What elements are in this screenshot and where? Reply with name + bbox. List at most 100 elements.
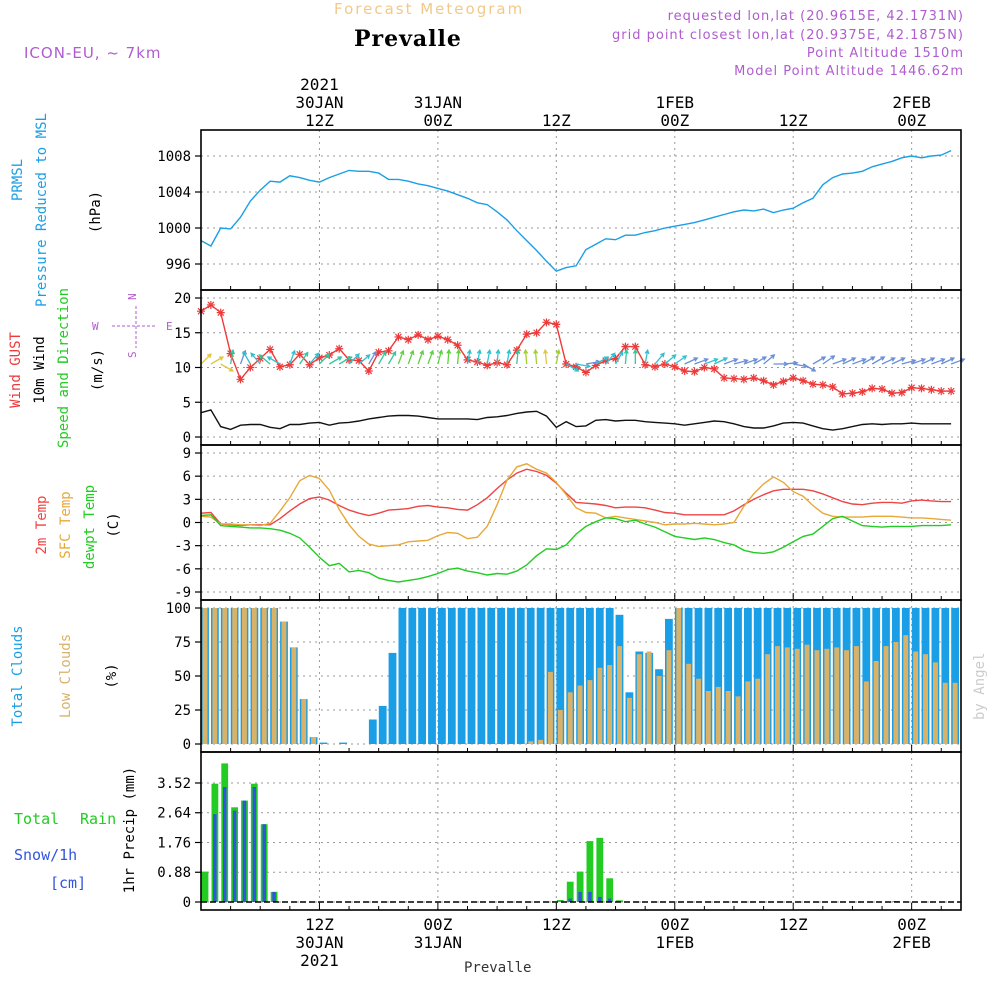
top-axis-label: 12Z (305, 111, 334, 130)
wind-arrow (644, 348, 650, 365)
y-tick-label: 0.88 (157, 865, 191, 881)
model-altitude: Model Point Altitude 1446.62m (734, 64, 964, 79)
y-tick-label: 1004 (157, 185, 191, 201)
wind-panel: 0 5 10 15 20 (174, 289, 966, 446)
snow-unit-label: [cm] (50, 874, 86, 892)
gust-marker (710, 364, 719, 373)
total-cloud-bar (951, 608, 959, 744)
low-cloud-bar (646, 651, 652, 744)
low-cloud-bar (301, 699, 307, 744)
total-cloud-bar (467, 608, 476, 744)
gust-marker (818, 380, 827, 389)
low-cloud-bar (735, 696, 741, 744)
series-line (200, 468, 952, 527)
wind-arrow (743, 357, 759, 365)
compass-w: W (92, 320, 99, 333)
gust-marker (651, 362, 660, 371)
y-tick-label: 1008 (157, 149, 191, 165)
gust-marker (483, 361, 492, 370)
low-cloud-bar (854, 646, 859, 744)
low-cloud-bar (528, 741, 534, 744)
y-tick-label: 996 (166, 257, 191, 273)
series-line (200, 149, 952, 273)
low-cloud-bar (607, 665, 613, 744)
top-axis-label: 2021 (300, 75, 339, 94)
requested-coords: requested lon,lat (20.9615E, 42.1731N) (667, 9, 964, 24)
low-cloud-bar (548, 671, 553, 744)
total-cloud-bar (724, 608, 732, 744)
gust-marker (236, 375, 245, 384)
gust-marker (917, 384, 926, 393)
top-axis-label: 31JAN (414, 93, 462, 112)
gust-marker (729, 374, 738, 383)
wind-arrow (437, 349, 444, 365)
wind-arrow (407, 349, 415, 365)
gust-marker (878, 385, 887, 394)
low-cloud-bar (725, 691, 731, 744)
total-cloud-bar (586, 608, 594, 744)
gust-marker (779, 377, 788, 386)
precip-frame (200, 751, 962, 911)
low-cloud-bar (627, 697, 632, 744)
gust-marker (572, 362, 581, 371)
temp-2m-label: 2m Temp (34, 495, 50, 554)
rain-bar (596, 837, 604, 902)
low-cloud-bar (281, 621, 287, 744)
wind-arrow (466, 348, 472, 365)
wind-arrow (614, 350, 624, 365)
total-cloud-bar (536, 608, 545, 744)
gust-marker (601, 356, 610, 365)
gust-marker (611, 354, 620, 363)
total-cloud-bar (576, 608, 584, 744)
wind-arrow (378, 350, 387, 365)
gust-marker (512, 346, 521, 355)
wind-arrow (427, 349, 435, 365)
gust-marker (404, 335, 413, 344)
gust-marker (887, 389, 896, 398)
snow-label: Snow/1h (14, 846, 77, 864)
top-axis-label: 12Z (542, 111, 571, 130)
low-cloud-bar (538, 739, 543, 744)
rain-bar (576, 871, 584, 902)
y-tick-label: 1000 (157, 221, 191, 237)
wind-arrow (891, 357, 906, 365)
wind-arrow (368, 350, 377, 365)
rain-bar (586, 841, 594, 902)
total-cloud-bar (516, 608, 525, 744)
gust-marker (502, 360, 511, 369)
bottom-axis-label: 00Z (897, 915, 926, 934)
compass-n: N (126, 293, 139, 300)
wind-arrow (664, 354, 677, 365)
gust-marker (927, 385, 936, 394)
wind-arrow (623, 348, 629, 365)
gust-marker (394, 332, 403, 341)
wind-unit-label: (m/s) (90, 349, 106, 391)
gust-marker (739, 375, 748, 384)
wind-arrow (387, 350, 397, 365)
total-cloud-bar (457, 608, 466, 744)
bottom-axis-label: 12Z (305, 915, 334, 934)
rain-bar (556, 900, 564, 902)
top-axis-label: 00Z (660, 111, 689, 130)
low-cloud-bar (834, 647, 840, 744)
bottom-axis-label: 2021 (300, 951, 339, 970)
gust-marker (789, 373, 798, 382)
wind-arrow (565, 363, 580, 372)
gust-marker (414, 330, 423, 339)
gust-marker (206, 300, 215, 309)
gust-marker (443, 335, 452, 344)
gust-marker (631, 342, 640, 351)
wind-arrow (506, 348, 512, 365)
gust-marker (246, 363, 255, 372)
snow-bar (232, 810, 237, 902)
pressure-panel: 996 1000 1004 1008 (157, 129, 962, 291)
snow-bar (588, 891, 592, 902)
gust-marker (848, 389, 857, 398)
temp-dewpt-label: dewpt Temp (82, 485, 98, 569)
low-cloud-bar (617, 646, 622, 744)
low-cloud-bar (232, 608, 238, 744)
gust-marker (907, 383, 916, 392)
snow-bar (242, 800, 247, 902)
